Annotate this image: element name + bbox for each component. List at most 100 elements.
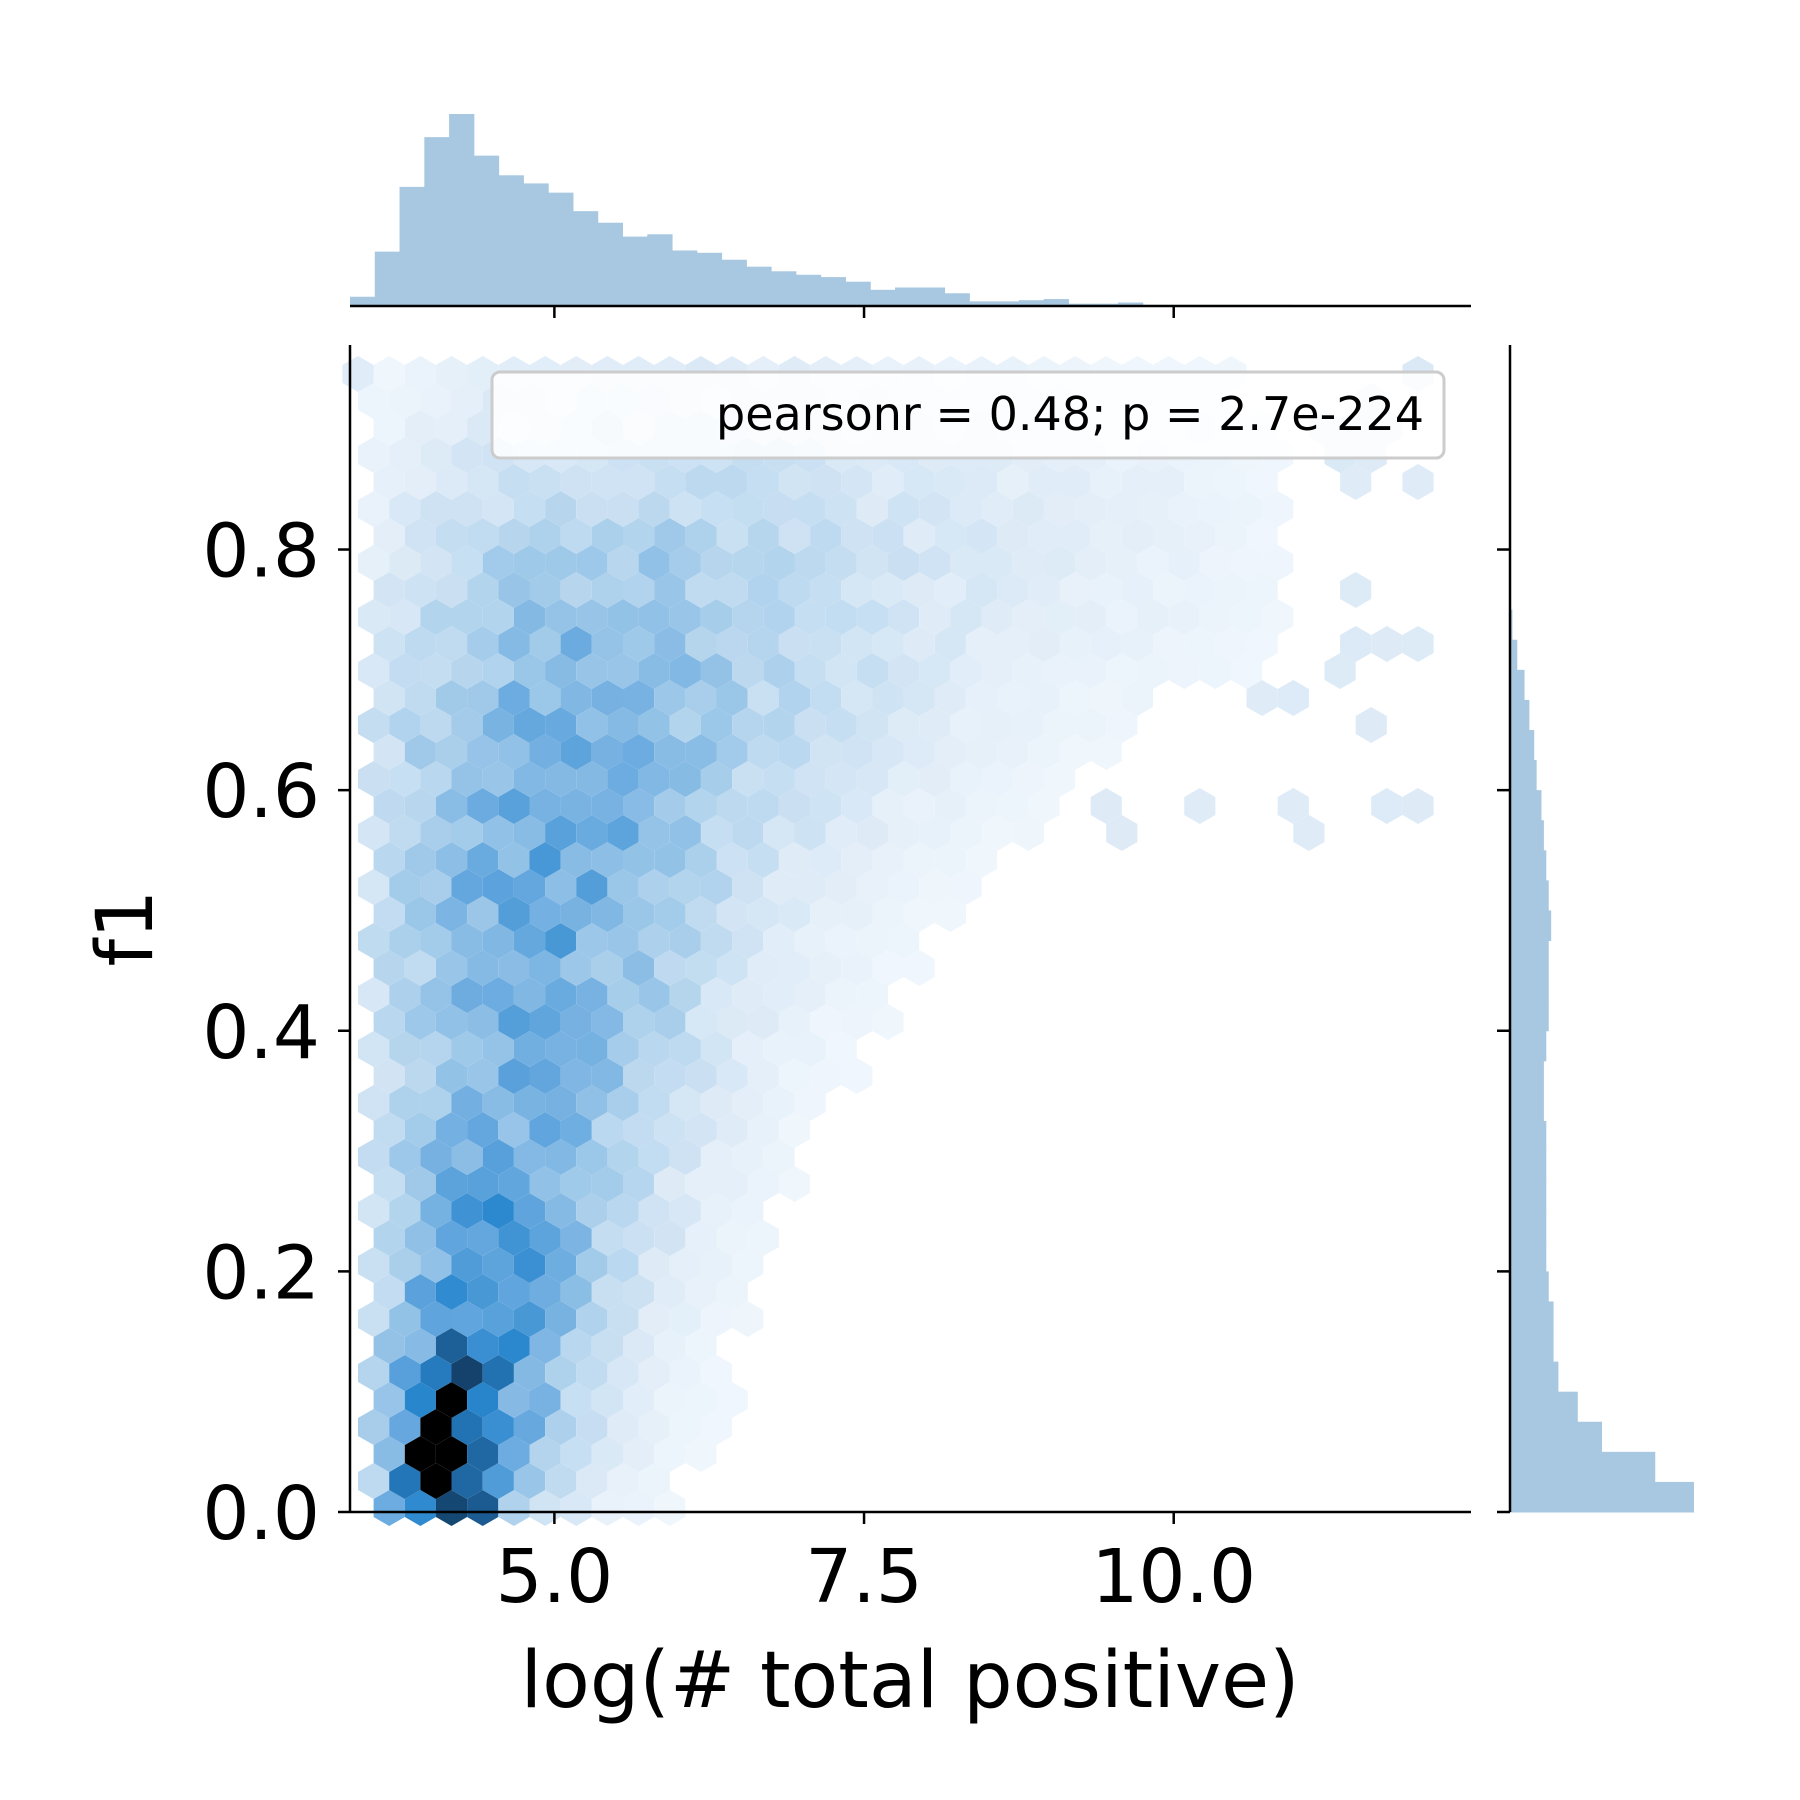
x-hist-bar [399,186,425,306]
hexbin-cell [545,1247,577,1283]
hexbin-cell [623,1112,655,1148]
hexbin-cell [435,572,468,608]
hexbin-cell [700,977,733,1013]
hexbin-cell [919,869,951,905]
hexbin-cell [669,1355,701,1391]
hexbin-cell [700,761,733,797]
hexbin-cell [529,518,561,554]
hexbin-cell [1106,491,1138,527]
hexbin-cell [810,950,842,986]
hexbin-cell [373,356,405,392]
hexbin-cell [451,545,483,581]
hexbin-cell [1090,626,1122,662]
hexbin-cell [560,788,592,824]
hexbin-cell [654,1058,686,1094]
hexbin-cell [763,977,795,1013]
hexbin-cell [700,1085,733,1121]
hexbin-cell [794,761,826,797]
hexbin-cell [716,1166,748,1202]
hexbin-cell [778,1112,811,1148]
hexbin-cell [685,680,717,716]
hexbin-cell [498,572,530,608]
hexbin-cell [934,788,966,824]
hexbin-cell [685,1436,717,1472]
hexbin-cell [1075,653,1107,689]
hexbin-cell [856,599,888,635]
hexbin-cell [1137,599,1169,635]
hexbin-cell [545,1301,577,1337]
hexbin-cell [451,869,483,905]
hexbin-cell [1075,491,1107,527]
hexbin-cell [685,572,717,608]
hexbin-cell [841,680,873,716]
hexbin-cell [1153,626,1185,662]
hexbin-cell [545,977,577,1013]
hexbin-cell [888,545,920,581]
hexbin-cell [560,1274,592,1310]
hexbin-cell [778,842,811,878]
hexbin-cell [576,815,608,851]
hexbin-cell [778,1058,811,1094]
hexbin-cell [1184,572,1216,608]
hexbin-cell [638,1085,670,1121]
hexbin-cell [934,572,966,608]
hexbin-cell [841,518,873,554]
hexbin-cell [420,761,452,797]
hexbin-cell [529,1004,561,1040]
hexbin-cell [623,1436,655,1472]
hexbin-cell [763,491,795,527]
hexbin-cell [654,896,686,932]
hexbin-cell [498,1004,530,1040]
hexbin-cell [420,1355,452,1391]
hexbin-cell [669,1139,701,1175]
hexbin-cell [732,923,764,959]
hexbin-cell [435,950,468,986]
hexbin-cell [482,977,514,1013]
hexbin-cell [747,842,779,878]
hexbin-cell [1106,545,1138,581]
hexbin-cell [888,761,920,797]
hexbin-cell [467,518,499,554]
hexbin-cell [654,842,686,878]
hexbin-cell [420,1085,452,1121]
hexbin-cell [965,626,998,662]
hexbin-cell [669,923,701,959]
hexbin-cell [669,1409,701,1445]
hexbin-cell [435,788,468,824]
hexbin-cell [856,545,888,581]
hexbin-cell [576,977,608,1013]
hexbin-cell [435,734,468,770]
hexbin-cell [856,815,888,851]
hexbin-cell [529,1436,561,1472]
hexbin-cell [981,545,1013,581]
x-marginal-histogram [350,114,1292,306]
hexbin-cell [654,626,686,662]
hexbin-cell [685,1112,717,1148]
hexbin-cell [389,1301,421,1337]
hexbin-cell [638,761,670,797]
hexbin-cell [716,680,748,716]
hexbin-cell [763,1031,795,1067]
hexbin-cell [545,1409,577,1445]
hexbin-cell [872,680,904,716]
hexbin-cell [872,950,904,986]
x-hist-bar [548,192,574,306]
hexbin-cell [654,1490,686,1526]
hexbin-cell [435,680,468,716]
hexbin-cell [404,356,436,392]
hexbin-cell [482,1247,514,1283]
hexbin-cell [794,545,826,581]
hexbin-cell [825,977,857,1013]
hexbin-cell [451,923,483,959]
hexbin-cell [1121,626,1153,662]
hexbin-cell [747,518,779,554]
hexbin-cell [545,1085,577,1121]
hexbin-cell [358,1085,390,1121]
hexbin-cell [981,761,1013,797]
hexbin-cell [654,1436,686,1472]
y-hist-bar [1510,1481,1694,1513]
hexbin-cell [825,707,857,743]
hexbin-cell [373,1274,405,1310]
hexbin-cell [607,707,639,743]
hexbin-cell [623,1004,655,1040]
